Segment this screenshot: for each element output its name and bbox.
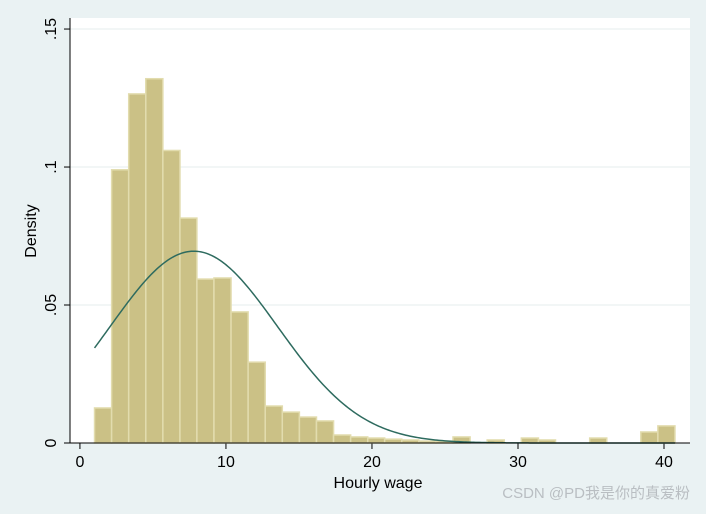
watermark: CSDN @PD我是你的真爱粉 xyxy=(502,484,690,502)
y-tick-label: .15 xyxy=(43,18,60,40)
x-tick-label: 10 xyxy=(217,454,235,471)
x-tick-label: 20 xyxy=(363,454,381,471)
y-tick-label: .1 xyxy=(43,160,60,173)
bar xyxy=(315,420,335,444)
bar xyxy=(247,361,266,444)
bar xyxy=(213,277,232,444)
bar xyxy=(298,416,318,444)
bar xyxy=(264,405,284,444)
bar xyxy=(230,311,249,444)
bar xyxy=(281,411,301,444)
bar xyxy=(657,425,676,444)
bar xyxy=(127,93,147,444)
bar xyxy=(162,149,181,444)
bar xyxy=(383,438,403,444)
bar xyxy=(332,434,352,444)
bar xyxy=(93,407,113,444)
y-tick-label: 0 xyxy=(43,438,60,447)
x-tick-label: 30 xyxy=(509,454,527,471)
x-tick-label: 0 xyxy=(75,454,84,471)
y-tick-label: .05 xyxy=(43,294,60,316)
bar xyxy=(145,77,164,444)
bar xyxy=(349,436,369,444)
bar xyxy=(640,431,659,444)
bar xyxy=(196,278,215,444)
y-axis-label: Density xyxy=(23,204,40,257)
x-tick-label: 40 xyxy=(655,454,673,471)
bar xyxy=(110,169,130,444)
x-axis-label: Hourly wage xyxy=(334,475,423,492)
bar xyxy=(366,437,386,444)
